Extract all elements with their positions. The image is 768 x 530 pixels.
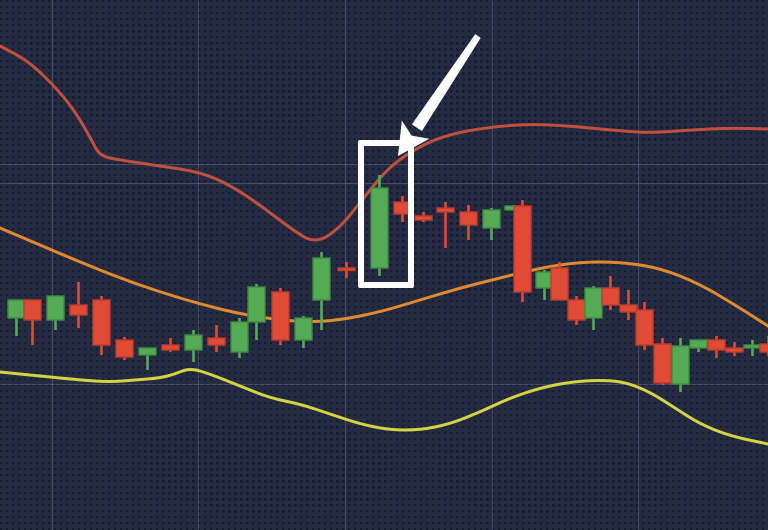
ma-line — [0, 44, 768, 242]
candle-body[interactable] — [115, 339, 134, 358]
candle[interactable] — [23, 299, 42, 345]
candle-body[interactable] — [414, 215, 433, 221]
candle-body[interactable] — [584, 287, 603, 319]
candle-body[interactable] — [601, 287, 620, 306]
candle[interactable] — [184, 330, 203, 362]
candle[interactable] — [671, 338, 690, 392]
candle[interactable] — [743, 340, 762, 356]
candle[interactable] — [271, 288, 290, 345]
candle-body[interactable] — [567, 299, 586, 321]
candle-body[interactable] — [207, 337, 226, 346]
candle[interactable] — [247, 284, 266, 340]
candle[interactable] — [513, 200, 532, 302]
candle-body[interactable] — [550, 267, 569, 301]
candle-body[interactable] — [294, 317, 313, 341]
candle[interactable] — [725, 342, 744, 356]
candle[interactable] — [567, 296, 586, 325]
ma-line — [0, 226, 768, 328]
candle-series[interactable] — [7, 175, 768, 392]
candle[interactable] — [707, 336, 726, 358]
candle[interactable] — [138, 347, 157, 370]
candle[interactable] — [161, 338, 180, 352]
candle[interactable] — [393, 196, 412, 222]
candle[interactable] — [230, 318, 249, 358]
candle-body[interactable] — [689, 339, 708, 349]
candle[interactable] — [459, 205, 478, 240]
candle-body[interactable] — [707, 339, 726, 351]
candle-body[interactable] — [230, 321, 249, 353]
candle-body[interactable] — [436, 207, 455, 213]
ma-line — [0, 368, 768, 446]
candle-body[interactable] — [743, 344, 762, 349]
candle[interactable] — [436, 202, 455, 248]
candle-body[interactable] — [271, 291, 290, 341]
candle[interactable] — [601, 276, 620, 310]
highlight-box — [358, 140, 414, 288]
candle[interactable] — [653, 338, 672, 385]
candle[interactable] — [337, 262, 356, 278]
candle[interactable] — [635, 302, 654, 350]
arrow-shaft — [411, 34, 481, 132]
candle-body[interactable] — [337, 267, 356, 272]
candle[interactable] — [689, 339, 708, 352]
candle-body[interactable] — [247, 286, 266, 323]
candle-body[interactable] — [619, 304, 638, 313]
candle-body[interactable] — [653, 343, 672, 384]
candle[interactable] — [92, 296, 111, 355]
candle[interactable] — [7, 299, 26, 336]
candle-body-highlighted[interactable] — [370, 187, 389, 269]
candle[interactable] — [46, 295, 65, 330]
arrow-head — [398, 120, 430, 156]
candle-body[interactable] — [482, 209, 501, 229]
candle[interactable] — [370, 175, 389, 276]
candle-body[interactable] — [92, 299, 111, 346]
candle-body[interactable] — [7, 299, 26, 319]
candle[interactable] — [312, 252, 331, 330]
candle-body[interactable] — [725, 347, 744, 353]
pointer-arrow — [398, 34, 481, 156]
candle[interactable] — [619, 290, 638, 320]
candle[interactable] — [115, 337, 134, 360]
candle[interactable] — [294, 316, 313, 348]
moving-average-lines — [0, 44, 768, 446]
candle[interactable] — [584, 286, 603, 330]
candle-body[interactable] — [69, 304, 88, 316]
candle[interactable] — [482, 208, 501, 240]
candle-body[interactable] — [46, 295, 65, 321]
candle-body[interactable] — [671, 345, 690, 385]
candle[interactable] — [414, 212, 433, 222]
candle-body[interactable] — [23, 299, 42, 321]
candle-body[interactable] — [459, 211, 478, 226]
candle-body[interactable] — [161, 344, 180, 351]
candle-body[interactable] — [635, 309, 654, 346]
candle[interactable] — [550, 262, 569, 301]
candle-body[interactable] — [312, 257, 331, 301]
candle-body[interactable] — [759, 343, 768, 353]
candle[interactable] — [69, 282, 88, 328]
candle-body[interactable] — [184, 334, 203, 351]
candle-body[interactable] — [513, 205, 532, 293]
candle[interactable] — [759, 336, 768, 356]
candle[interactable] — [207, 325, 226, 352]
candle-body[interactable] — [138, 347, 157, 356]
